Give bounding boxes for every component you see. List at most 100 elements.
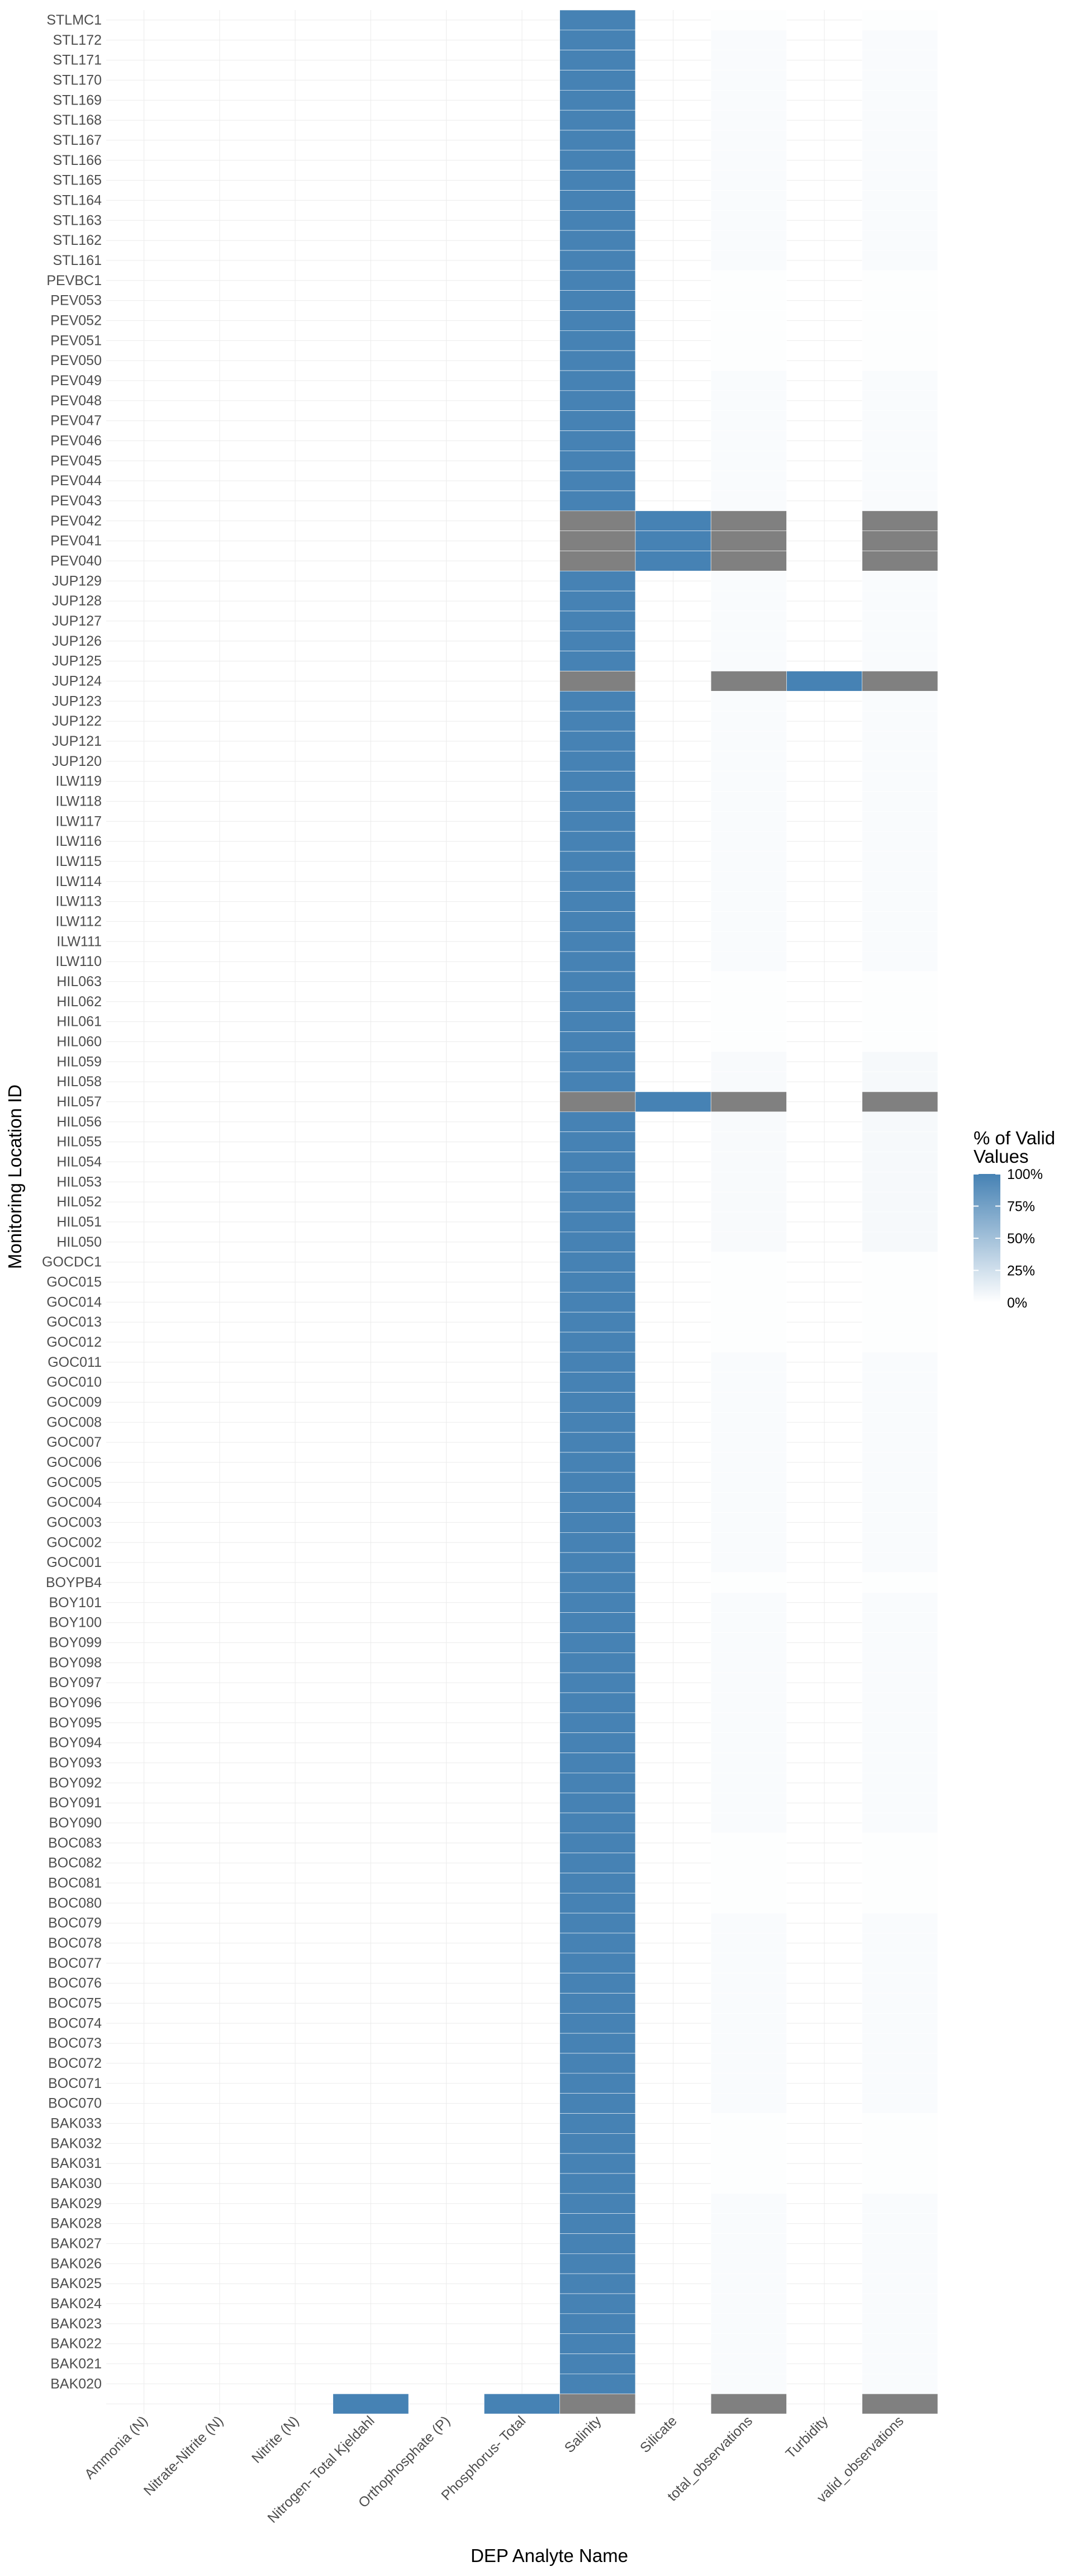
heatmap-cell [710,350,787,371]
heatmap-cell [862,811,938,832]
heatmap-cell [710,110,787,131]
heatmap-cell [710,1311,787,1333]
heatmap-cell [559,1792,636,1813]
x-tick-label: Silicate [637,2413,680,2456]
heatmap-cell [559,70,636,91]
heatmap-cell [559,2374,636,2394]
x-tick-label: Salinity [562,2413,605,2456]
heatmap-cell [559,971,636,992]
heatmap-cell [559,250,636,271]
heatmap-cell [559,2213,636,2234]
heatmap-cell [862,490,938,512]
heatmap-cell [862,451,938,471]
heatmap-cell [559,510,636,531]
heatmap-cell [559,1552,636,1573]
y-tick-label: GOC002 [46,1535,102,1550]
heatmap-cell [710,531,787,551]
y-tick-label: GOC012 [46,1334,102,1350]
y-tick-label: ILW110 [56,954,102,969]
heatmap-cell [559,1973,636,1993]
heatmap-cell [710,230,787,251]
heatmap-cell [862,470,938,491]
heatmap-cell [559,490,636,512]
heatmap-cell [710,911,787,932]
legend-tick-label: 0% [1007,1295,1027,1311]
heatmap-cell [710,1933,787,1954]
y-tick-label: BAK022 [50,2336,102,2352]
heatmap-cell [862,711,938,732]
heatmap-cell [710,1853,787,1873]
heatmap-cell [710,210,787,231]
y-tick-label: BOY097 [49,1675,102,1690]
heatmap-cell [710,1111,787,1132]
heatmap-cell [862,1632,938,1653]
heatmap-cell [559,751,636,771]
heatmap-cell [559,350,636,371]
y-tick-label: PEV052 [50,312,102,328]
heatmap-cell [559,1512,636,1533]
heatmap-cell [559,1632,636,1653]
heatmap-cell [710,2354,787,2374]
heatmap-cell [862,2013,938,2034]
heatmap-cell [559,10,636,31]
y-tick-label: BAK033 [50,2115,102,2131]
heatmap-cell [559,130,636,151]
y-tick-label: GOC008 [46,1414,102,1430]
heatmap-cell [862,911,938,932]
heatmap-cell [862,1091,938,1112]
heatmap-cell [559,1412,636,1433]
heatmap-cell [862,2354,938,2374]
heatmap-cell [862,1432,938,1453]
heatmap-cell [710,2293,787,2314]
y-tick-label: GOC005 [46,1475,102,1490]
y-tick-label: PEV041 [50,533,102,549]
heatmap-cell [862,1532,938,1553]
y-tick-label: HIL057 [56,1094,102,1110]
heatmap-cell [862,1572,938,1593]
heatmap-cell [710,1672,787,1693]
heatmap-cell [559,1211,636,1233]
heatmap-cell [635,1091,711,1112]
heatmap-cell [559,2113,636,2134]
heatmap-cell [559,1311,636,1333]
y-tick-label: HIL060 [56,1034,102,1049]
heatmap-cell [559,711,636,732]
heatmap-cell [559,891,636,912]
heatmap-cell [862,1912,938,1934]
y-tick-label: STL165 [53,173,102,188]
y-tick-label: BOY094 [49,1735,102,1751]
heatmap-cell [862,691,938,712]
heatmap-cell [710,510,787,531]
y-tick-label: PEV051 [50,333,102,348]
heatmap-cell [710,1492,787,1513]
heatmap-cell [559,1492,636,1513]
legend-tick-label: 75% [1007,1199,1035,1215]
heatmap-cell [559,771,636,792]
y-tick-label: BAK028 [50,2216,102,2232]
heatmap-cell [710,751,787,771]
heatmap-cell [559,871,636,892]
y-axis-title: Monitoring Location ID [4,1085,25,1269]
heatmap-cell [710,190,787,211]
heatmap-cell [635,531,711,551]
heatmap-cell [710,691,787,712]
y-tick-label: BOY090 [49,1815,102,1831]
heatmap-cell [559,991,636,1012]
y-tick-label: HIL050 [56,1234,102,1250]
y-tick-label: BAK026 [50,2256,102,2271]
heatmap-cell [862,1652,938,1673]
heatmap-cell [559,1712,636,1733]
heatmap-cell [559,1232,636,1252]
y-tick-label: STL161 [53,253,102,268]
heatmap-cell [559,2354,636,2374]
heatmap-cell [862,1773,938,1793]
y-tick-label: JUP120 [52,754,102,769]
y-tick-label: ILW112 [56,913,102,929]
heatmap-cell [710,610,787,632]
heatmap-cell [559,1953,636,1973]
heatmap-cell [710,1912,787,1934]
heatmap-cell [635,510,711,531]
heatmap-cell [559,210,636,231]
heatmap-cell [862,1412,938,1433]
heatmap-cell [710,631,787,651]
